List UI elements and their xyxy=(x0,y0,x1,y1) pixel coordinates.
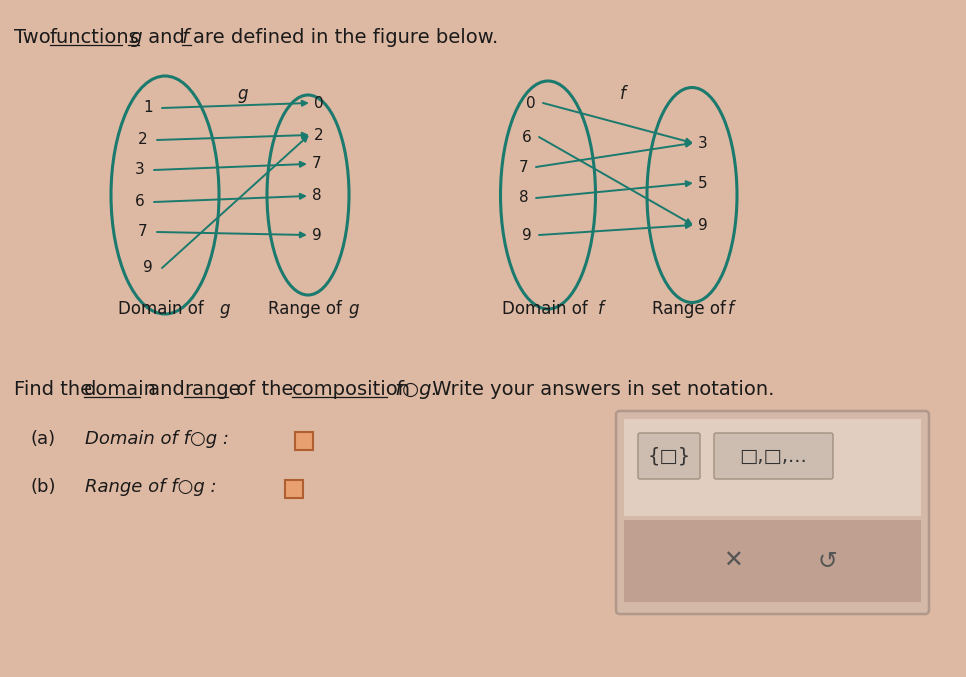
Text: {□}: {□} xyxy=(647,447,691,466)
Text: 8: 8 xyxy=(519,190,528,206)
Text: 5: 5 xyxy=(698,175,708,190)
Text: f○g.: f○g. xyxy=(389,380,438,399)
Text: g: g xyxy=(124,28,143,47)
Text: □,□,...: □,□,... xyxy=(740,447,808,466)
Text: ✕: ✕ xyxy=(723,549,743,573)
Text: Domain of f○g :: Domain of f○g : xyxy=(85,430,235,448)
Text: domain: domain xyxy=(84,380,156,399)
Text: f: f xyxy=(182,28,189,47)
Text: 7: 7 xyxy=(519,160,528,175)
Text: ↺: ↺ xyxy=(817,549,838,573)
Bar xyxy=(624,419,921,517)
Text: and: and xyxy=(142,380,191,399)
Text: 7: 7 xyxy=(138,225,148,240)
FancyBboxPatch shape xyxy=(714,433,833,479)
Text: (b): (b) xyxy=(30,478,55,496)
Text: Domain of: Domain of xyxy=(118,300,209,318)
Bar xyxy=(285,480,303,498)
Text: Range of: Range of xyxy=(652,300,731,318)
Bar xyxy=(624,521,921,602)
Text: 1: 1 xyxy=(143,100,153,116)
Text: f: f xyxy=(728,300,734,318)
Text: 6: 6 xyxy=(523,129,532,144)
Bar xyxy=(295,432,313,450)
Text: (a): (a) xyxy=(30,430,55,448)
Text: of the: of the xyxy=(230,380,299,399)
Text: 3: 3 xyxy=(135,162,145,177)
Text: 2: 2 xyxy=(314,127,324,142)
FancyBboxPatch shape xyxy=(616,411,929,614)
Text: 2: 2 xyxy=(138,133,148,148)
Text: Find the: Find the xyxy=(14,380,99,399)
Text: functions: functions xyxy=(50,28,140,47)
Text: Two: Two xyxy=(14,28,57,47)
Text: Domain of: Domain of xyxy=(502,300,593,318)
Text: g: g xyxy=(348,300,358,318)
Text: g: g xyxy=(237,85,247,103)
Text: and: and xyxy=(142,28,191,47)
Text: g: g xyxy=(219,300,230,318)
Text: f: f xyxy=(598,300,604,318)
Text: 9: 9 xyxy=(698,217,708,232)
Text: Range of f○g :: Range of f○g : xyxy=(85,478,222,496)
Text: 3: 3 xyxy=(698,135,708,150)
Text: Write your answers in set notation.: Write your answers in set notation. xyxy=(426,380,775,399)
Text: 0: 0 xyxy=(526,95,536,110)
Text: 9: 9 xyxy=(312,227,322,242)
Text: composition: composition xyxy=(292,380,411,399)
Text: 6: 6 xyxy=(135,194,145,209)
Text: are defined in the figure below.: are defined in the figure below. xyxy=(193,28,498,47)
Text: 8: 8 xyxy=(312,188,322,204)
Text: 0: 0 xyxy=(314,95,324,110)
Text: 9: 9 xyxy=(143,261,153,276)
Text: range: range xyxy=(184,380,241,399)
Text: f: f xyxy=(620,85,626,103)
FancyBboxPatch shape xyxy=(638,433,700,479)
Text: 7: 7 xyxy=(312,156,322,171)
Text: Range of: Range of xyxy=(269,300,348,318)
Text: 9: 9 xyxy=(523,227,532,242)
